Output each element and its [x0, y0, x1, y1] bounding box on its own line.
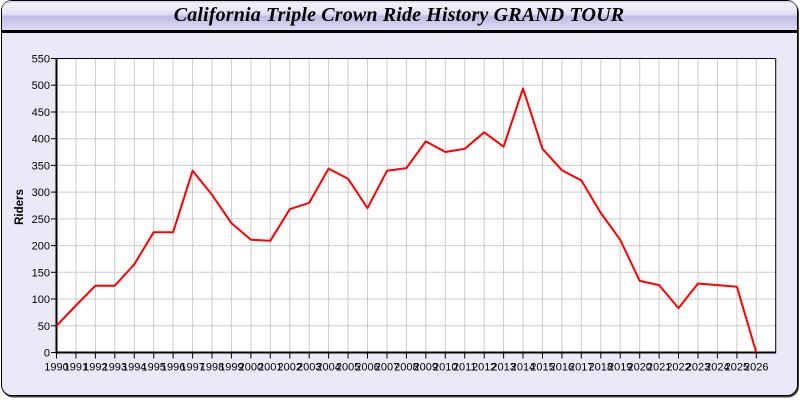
svg-text:1997: 1997 [180, 361, 204, 373]
svg-text:2011: 2011 [453, 361, 477, 373]
svg-text:2008: 2008 [394, 361, 418, 373]
svg-text:2003: 2003 [297, 361, 321, 373]
svg-text:2026: 2026 [744, 361, 768, 373]
svg-text:2017: 2017 [569, 361, 593, 373]
svg-text:550: 550 [32, 54, 50, 66]
svg-text:Riders: Riders [14, 189, 26, 225]
svg-text:2019: 2019 [608, 361, 632, 373]
svg-text:1996: 1996 [161, 361, 185, 373]
svg-text:2002: 2002 [278, 361, 302, 373]
svg-text:2000: 2000 [239, 361, 263, 373]
svg-text:1999: 1999 [219, 361, 243, 373]
svg-text:2016: 2016 [550, 361, 574, 373]
svg-text:2023: 2023 [686, 361, 710, 373]
svg-text:250: 250 [32, 214, 50, 226]
svg-text:100: 100 [32, 294, 50, 306]
svg-text:2006: 2006 [355, 361, 379, 373]
svg-text:2007: 2007 [375, 361, 399, 373]
svg-text:2020: 2020 [627, 361, 651, 373]
svg-text:50: 50 [38, 321, 50, 333]
svg-text:2022: 2022 [666, 361, 690, 373]
svg-text:2014: 2014 [511, 361, 535, 373]
svg-text:2024: 2024 [705, 361, 729, 373]
svg-text:2001: 2001 [258, 361, 282, 373]
svg-text:1991: 1991 [64, 361, 88, 373]
svg-text:500: 500 [32, 80, 50, 92]
svg-text:2018: 2018 [589, 361, 613, 373]
svg-text:2010: 2010 [433, 361, 457, 373]
svg-text:2009: 2009 [414, 361, 438, 373]
svg-text:2015: 2015 [530, 361, 554, 373]
svg-text:2005: 2005 [336, 361, 360, 373]
svg-text:1993: 1993 [103, 361, 127, 373]
svg-text:200: 200 [32, 241, 50, 253]
svg-text:350: 350 [32, 160, 50, 172]
svg-text:1992: 1992 [83, 361, 107, 373]
svg-text:400: 400 [32, 134, 50, 146]
svg-text:1995: 1995 [141, 361, 165, 373]
svg-text:300: 300 [32, 187, 50, 199]
svg-text:450: 450 [32, 107, 50, 119]
svg-text:0: 0 [44, 348, 50, 360]
svg-text:2025: 2025 [725, 361, 749, 373]
svg-text:1990: 1990 [44, 361, 68, 373]
svg-text:2013: 2013 [491, 361, 515, 373]
svg-text:150: 150 [32, 267, 50, 279]
svg-text:1994: 1994 [122, 361, 146, 373]
svg-text:1998: 1998 [200, 361, 224, 373]
svg-text:2012: 2012 [472, 361, 496, 373]
svg-text:2004: 2004 [316, 361, 340, 373]
svg-text:2021: 2021 [647, 361, 671, 373]
